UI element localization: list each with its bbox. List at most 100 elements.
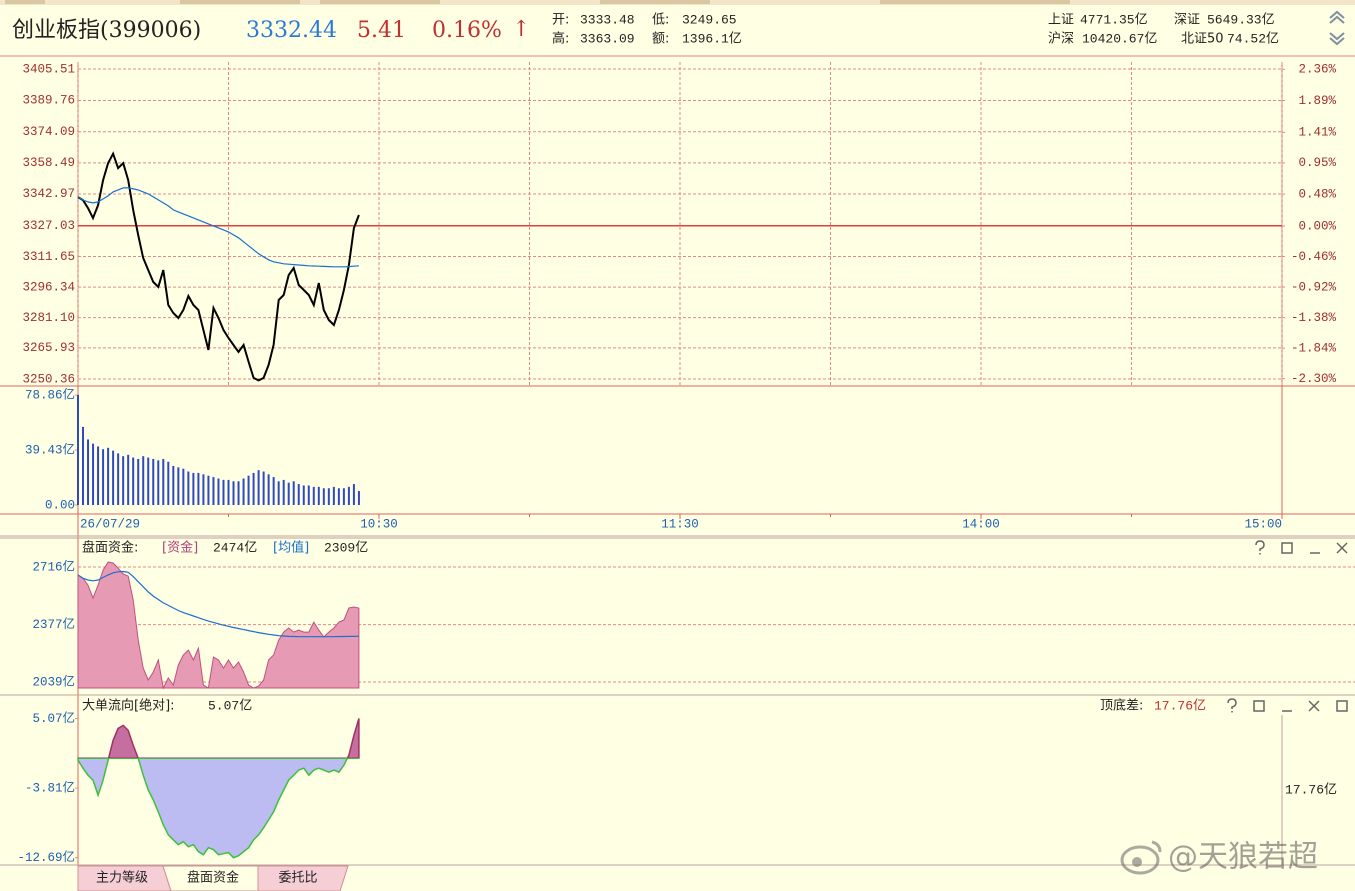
y-tick-label: 3281.10 bbox=[22, 311, 75, 325]
y2-tick-label: 0.00% bbox=[1298, 219, 1336, 233]
volume-bar bbox=[107, 447, 110, 505]
volume-bar bbox=[282, 479, 285, 505]
pane-value: 5.07亿 bbox=[208, 698, 252, 713]
volume-bar bbox=[222, 479, 225, 505]
market-label: 北证50 bbox=[1181, 32, 1224, 47]
y-tick-label: 2377亿 bbox=[32, 616, 75, 632]
y-tick-label: 3342.97 bbox=[22, 187, 75, 201]
market-label: 深证 bbox=[1174, 13, 1200, 28]
volume-bar bbox=[332, 486, 335, 505]
volume-bar bbox=[242, 478, 245, 505]
scroll-buttons[interactable] bbox=[1329, 10, 1345, 46]
x-tick-label: 10:30 bbox=[360, 517, 398, 531]
x-tick-label: 15:00 bbox=[1244, 517, 1282, 531]
volume-bar bbox=[227, 479, 230, 505]
y-tick-label: 3374.09 bbox=[22, 125, 75, 139]
x-tick-label: 14:00 bbox=[962, 517, 1000, 531]
volume-bar bbox=[302, 485, 305, 505]
x-tick-label: 26/07/29 bbox=[80, 517, 140, 531]
y-tick-label: 2716亿 bbox=[32, 558, 75, 574]
volume-bar bbox=[132, 457, 135, 505]
volume-bar bbox=[307, 485, 310, 505]
market-value: 10420.67亿 bbox=[1082, 31, 1157, 46]
volume-bar bbox=[172, 465, 175, 505]
tab[interactable] bbox=[162, 865, 267, 891]
frame bbox=[0, 62, 1355, 866]
flow-area bbox=[77, 718, 360, 859]
x-tick-label: 11:30 bbox=[661, 517, 699, 531]
range-side-value: 17.76亿 bbox=[1285, 782, 1337, 797]
fund-area bbox=[77, 561, 360, 690]
y2-tick-label: 0.95% bbox=[1298, 156, 1336, 170]
tab-label[interactable]: 盘面资金 bbox=[187, 870, 239, 886]
volume-bar bbox=[267, 474, 270, 505]
stat-label: 额: bbox=[652, 32, 669, 47]
y-tick-label: 39.43亿 bbox=[25, 441, 75, 457]
volume-bar bbox=[207, 475, 210, 505]
y-tick-label: 3265.93 bbox=[22, 341, 75, 355]
stat-value: 1396.1亿 bbox=[682, 31, 742, 46]
market-value: 74.52亿 bbox=[1227, 31, 1279, 46]
stat-label: 高: bbox=[552, 31, 569, 47]
tab[interactable] bbox=[257, 865, 349, 891]
volume-bar bbox=[352, 484, 355, 505]
volume-bar bbox=[212, 477, 215, 505]
stat-label: 低: bbox=[652, 13, 669, 28]
index-name: 创业板指(399006) bbox=[12, 18, 201, 43]
volume-bar bbox=[192, 472, 195, 505]
y2-tick-label: -0.92% bbox=[1291, 280, 1337, 294]
volume-bar bbox=[142, 456, 145, 505]
volume-bar bbox=[357, 491, 360, 505]
volume-bar bbox=[102, 449, 105, 505]
change-pct: 0.16% bbox=[432, 18, 502, 43]
stat-label: 开: bbox=[552, 13, 569, 28]
price: 3332.44 bbox=[246, 18, 337, 43]
volume-bar bbox=[262, 471, 265, 505]
y-tick-label: 3250.36 bbox=[22, 372, 75, 386]
legend-name: [资金] bbox=[162, 540, 198, 556]
market-value: 4771.35亿 bbox=[1080, 12, 1148, 27]
volume-bar bbox=[277, 481, 280, 505]
y2-tick-label: 2.36% bbox=[1298, 63, 1336, 77]
volume-bar bbox=[167, 461, 170, 505]
y-tick-label: 78.86亿 bbox=[25, 386, 75, 402]
volume-bar bbox=[182, 468, 185, 505]
price-line bbox=[77, 151, 360, 382]
volume-bar bbox=[117, 453, 120, 505]
volume-bar bbox=[162, 458, 165, 505]
tab-label[interactable]: 主力等级 bbox=[96, 870, 148, 886]
y-tick-label: 3405.51 bbox=[22, 62, 75, 76]
volume-bar bbox=[177, 467, 180, 505]
average-line bbox=[77, 570, 359, 638]
volume-bar bbox=[237, 481, 240, 505]
volume-bar bbox=[347, 486, 350, 505]
volume-bar bbox=[152, 458, 155, 505]
pane-icons[interactable] bbox=[1227, 540, 1348, 713]
y-tick-label: 0.00 bbox=[45, 498, 75, 512]
volume-bar bbox=[217, 478, 220, 505]
volume-bar bbox=[252, 472, 255, 505]
volume-bar bbox=[342, 488, 345, 505]
y-tick-label: 2039亿 bbox=[32, 673, 75, 689]
volume-bar bbox=[97, 446, 100, 505]
volume-bar bbox=[317, 486, 320, 505]
volume-bar bbox=[157, 460, 160, 505]
tab-label[interactable]: 委托比 bbox=[278, 871, 317, 886]
stat-value: 3249.65 bbox=[682, 12, 737, 27]
y2-tick-label: -0.46% bbox=[1291, 250, 1337, 264]
volume-bar bbox=[247, 475, 250, 505]
range-title: 顶底差: bbox=[1100, 698, 1143, 714]
y-tick-label: 3358.49 bbox=[22, 156, 75, 170]
volume-bar bbox=[87, 439, 90, 505]
volume-bar bbox=[232, 481, 235, 505]
tab[interactable] bbox=[77, 865, 172, 891]
price-line bbox=[77, 187, 359, 268]
volume-bar bbox=[337, 488, 340, 505]
volume-bar bbox=[137, 458, 140, 505]
volume-bar bbox=[257, 470, 260, 505]
legend-value: 2474亿 bbox=[213, 540, 257, 555]
volume-bar bbox=[122, 456, 125, 505]
y2-tick-label: 1.41% bbox=[1298, 126, 1336, 140]
top-strip bbox=[0, 0, 1355, 5]
